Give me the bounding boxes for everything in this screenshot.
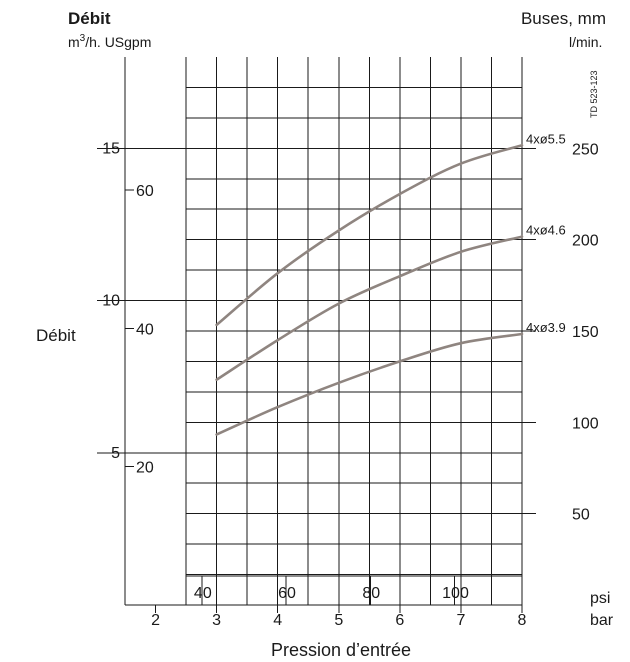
y-tick-label-usgpm: 40 xyxy=(136,321,154,338)
y-tick-label-usgpm: 60 xyxy=(136,183,154,200)
x-tick-label-bar: 5 xyxy=(334,612,343,629)
x-tick-label-psi: 60 xyxy=(278,585,296,602)
axes xyxy=(97,57,536,613)
x-axis-label: Pression d’entrée xyxy=(271,640,411,660)
x-tick-label-psi: 40 xyxy=(194,585,212,602)
curve-series-3 xyxy=(215,332,524,436)
y-tick-label-m3h: 15 xyxy=(102,140,120,157)
x-tick-label-bar: 2 xyxy=(151,612,160,629)
y-tick-label-lmin: 50 xyxy=(572,507,590,524)
y-tick-label-usgpm: 20 xyxy=(136,460,154,477)
y-tick-label-lmin: 150 xyxy=(572,324,599,341)
document-reference: TD 523-123 xyxy=(589,70,599,118)
x-unit-psi: psi xyxy=(590,590,610,607)
curve-label-series-2: 4xø4.6 xyxy=(526,223,566,238)
curve-series-1 xyxy=(215,144,524,327)
curve-series-2 xyxy=(215,235,524,381)
x-tick-label-bar: 8 xyxy=(518,612,527,629)
y-axis-label: Débit xyxy=(36,326,76,345)
units-right: l/min. xyxy=(569,34,602,50)
title-right: Buses, mm xyxy=(521,9,606,28)
x-tick-label-bar: 7 xyxy=(456,612,465,629)
y-tick-label-m3h: 10 xyxy=(102,293,120,310)
units-left: m3/h. USgpm xyxy=(68,33,151,50)
title-left: Débit xyxy=(68,9,111,28)
y-tick-label-lmin: 200 xyxy=(572,233,599,250)
x-tick-label-psi: 100 xyxy=(442,585,469,602)
curve-label-series-3: 4xø3.9 xyxy=(526,320,566,335)
y-tick-label-m3h: 5 xyxy=(111,445,120,462)
curve-label-series-1: 4xø5.5 xyxy=(526,131,566,146)
flow-curves xyxy=(215,144,524,436)
grid xyxy=(185,57,522,605)
x-tick-label-bar: 4 xyxy=(273,612,282,629)
y-tick-label-lmin: 250 xyxy=(572,141,599,158)
x-unit-bar: bar xyxy=(590,612,614,629)
x-tick-label-bar: 3 xyxy=(212,612,221,629)
x-tick-label-psi: 80 xyxy=(362,585,380,602)
y-tick-label-lmin: 100 xyxy=(572,415,599,432)
labels: Débit m3/h. USgpm Buses, mm l/min. TD 52… xyxy=(36,9,614,660)
x-tick-label-bar: 6 xyxy=(395,612,404,629)
